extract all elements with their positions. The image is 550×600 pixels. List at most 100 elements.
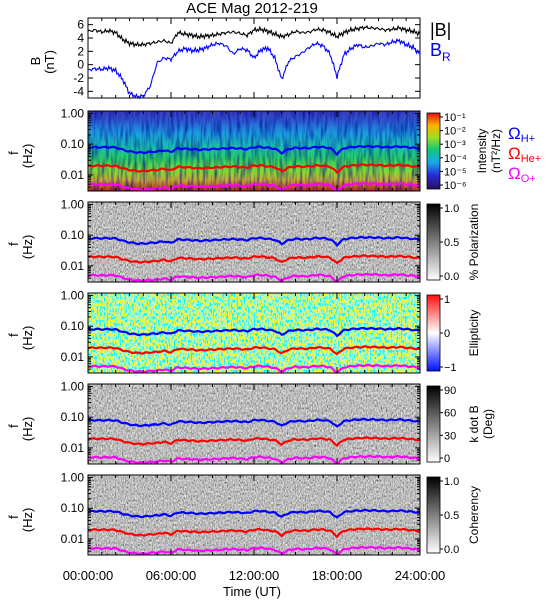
freq-tick-label: 1.00 xyxy=(61,379,85,393)
coherency-panel: 1.00 0.10 0.01 f (Hz) 1.0 0.5 0.0 Coherency xyxy=(6,470,481,556)
coherency-image xyxy=(88,475,420,555)
bfield-y-tick-label: 6 xyxy=(77,18,84,32)
omega-he-line xyxy=(88,254,420,265)
freq-tick-label: 1.00 xyxy=(61,106,85,120)
omega-he-line xyxy=(88,527,420,539)
legend-b-radial: BR xyxy=(430,40,451,64)
coherency-background xyxy=(88,475,420,555)
colorbar-tick-label: 10⁻⁶ xyxy=(444,180,467,192)
colorbar-tick-label: 0.5 xyxy=(444,510,459,522)
colorbar-tick-label: 0.0 xyxy=(444,271,459,283)
colorbar-tick-label: 10⁻¹ xyxy=(444,112,466,124)
freq-tick-label: 1.00 xyxy=(61,197,85,211)
power-spectrum-colorbar-label: Intensity xyxy=(475,129,489,174)
ellipticity-colorbar-label: Ellipticity xyxy=(467,310,481,357)
freq-tick-label: 0.01 xyxy=(61,350,85,364)
gyro-legend: ΩH+ ΩHe+ ΩO+ xyxy=(508,124,541,185)
colorbar-tick-label: 60 xyxy=(444,408,456,420)
legend-omega-o-name: Ω xyxy=(508,164,521,183)
power-spectrum-colorbar xyxy=(426,112,441,190)
legend-b-radial-sub: R xyxy=(442,50,451,64)
omega-h-line xyxy=(88,326,420,338)
freq-tick-label: 0.01 xyxy=(61,441,85,455)
colorbar-tick-label: −1 xyxy=(444,362,457,374)
colorbar-tick-label: 1.0 xyxy=(444,476,459,488)
time-tick-label: 12:00:00 xyxy=(229,568,280,583)
bfield-y-tick-label: -2 xyxy=(73,71,84,85)
colorbar-tick-label: 0.5 xyxy=(444,237,459,249)
polarization-background xyxy=(88,202,420,282)
legend-omega-h: ΩH+ xyxy=(508,124,535,145)
bfield-y-tick-label: 0 xyxy=(77,58,84,72)
legend-b-radial-name: B xyxy=(430,40,442,60)
wave-normal-angle-panel: 1.00 0.10 0.01 f (Hz) 90 60 30 0 k dot B (Deg) xyxy=(6,379,495,465)
polarization-colorbar-label: % Polarization xyxy=(467,204,481,281)
polarization-panel: 1.00 0.10 0.01 f (Hz) 1.0 0.5 0.0 % Polarization xyxy=(6,197,481,283)
omega-h-line xyxy=(88,508,420,519)
freq-tick-label: 0.01 xyxy=(61,532,85,546)
colorbar-tick-label: 10⁻³ xyxy=(444,139,466,151)
colorbar-tick-label: 90 xyxy=(444,385,456,397)
power-spectrum-texture xyxy=(88,111,420,191)
coherency-colorbar-label: Coherency xyxy=(467,486,481,544)
colorbar-tick-label: 30 xyxy=(444,430,456,442)
freq-tick-label: 0.10 xyxy=(61,137,85,151)
colorbar-tick-label: 10⁻² xyxy=(444,126,466,138)
legend-omega-o-sub: O+ xyxy=(521,173,536,185)
power-spectrum-y-unit: (Hz) xyxy=(20,144,35,169)
freq-tick-label: 0.10 xyxy=(61,501,85,515)
time-tick-label: 18:00:00 xyxy=(312,568,363,583)
coherency-y-unit: (Hz) xyxy=(20,508,35,533)
coherency-y-label: f xyxy=(6,515,21,519)
wave-normal-angle-colorbar-unit: (Deg) xyxy=(481,409,495,439)
power-spectrum-y-label: f xyxy=(6,151,21,155)
coherency-colorbar xyxy=(426,476,441,554)
omega-he-line xyxy=(88,436,420,448)
colorbar-tick-label: 0 xyxy=(444,453,450,465)
ellipticity-colorbar xyxy=(426,294,441,372)
legend-omega-h-sub: H+ xyxy=(521,133,535,145)
omega-he-line xyxy=(88,163,420,175)
colorbar-tick-label: 0.0 xyxy=(444,544,459,556)
wave-normal-angle-image xyxy=(88,384,420,464)
bfield-magnitude-line xyxy=(87,24,421,48)
wave-normal-angle-colorbar-label: k dot B xyxy=(467,405,481,442)
legend-omega-he-sub: He+ xyxy=(521,153,542,165)
bfield-y-label: B xyxy=(28,57,43,66)
colorbar-tick-label: 1.0 xyxy=(444,203,459,215)
freq-tick-label: 1.00 xyxy=(61,288,85,302)
freq-tick-label: 0.10 xyxy=(61,319,85,333)
colorbar-tick-label: 10⁻⁵ xyxy=(444,166,467,178)
omega-he-line xyxy=(88,345,420,356)
spectral-panels: 1.000.100.01f (Hz)10⁻¹10⁻²10⁻³10⁻⁴10⁻⁵10⁻… xyxy=(6,106,503,556)
freq-tick-label: 0.01 xyxy=(61,259,85,273)
ellipticity-background xyxy=(88,293,420,373)
wave-normal-angle-y-unit: (Hz) xyxy=(20,417,35,442)
bfield-y-tick-label: 4 xyxy=(77,31,84,45)
omega-h-line xyxy=(88,417,420,428)
power-spectrum-colorbar-unit: (nT²/Hz) xyxy=(489,129,503,173)
ellipticity-image xyxy=(88,293,420,373)
legend-omega-he: ΩHe+ xyxy=(508,144,541,165)
legend-omega-h-name: Ω xyxy=(508,124,521,143)
freq-tick-label: 0.10 xyxy=(61,228,85,242)
wave-normal-angle-background xyxy=(88,384,420,464)
legend-b-magnitude-label: |B| xyxy=(430,20,451,40)
ellipticity-y-label: f xyxy=(6,333,21,337)
bfield-series xyxy=(87,24,421,100)
time-tick-label: 06:00:00 xyxy=(146,568,197,583)
legend-omega-he-name: Ω xyxy=(508,144,521,163)
bfield-y-unit: (nT) xyxy=(42,50,57,74)
wave-normal-angle-y-label: f xyxy=(6,424,21,428)
omega-h-line xyxy=(88,235,420,248)
freq-tick-label: 0.01 xyxy=(61,168,85,182)
ellipticity-y-unit: (Hz) xyxy=(20,326,35,351)
time-axis-label: Time (UT) xyxy=(223,584,281,599)
legend-b-magnitude: |B| xyxy=(430,20,451,40)
time-tick-label: 24:00:00 xyxy=(395,568,446,583)
legend-omega-o: ΩO+ xyxy=(508,164,536,185)
bfield-y-tick-label: 2 xyxy=(77,44,84,58)
power-spectrum-image xyxy=(88,111,420,191)
